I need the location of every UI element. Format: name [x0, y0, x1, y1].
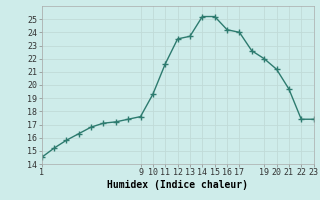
X-axis label: Humidex (Indice chaleur): Humidex (Indice chaleur) [107, 180, 248, 190]
